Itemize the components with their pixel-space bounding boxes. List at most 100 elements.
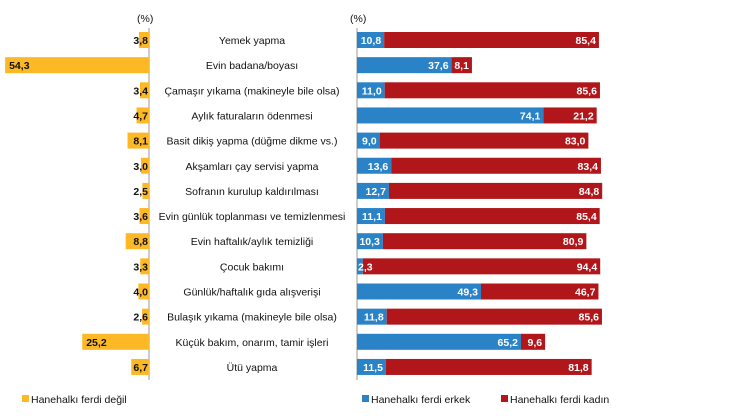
legend-swatch-female xyxy=(501,395,508,402)
value-label-male: 11,0 xyxy=(362,85,382,97)
legend-swatch-not-member xyxy=(22,395,29,402)
bar-female xyxy=(388,182,603,199)
value-label-female: 80,9 xyxy=(563,236,584,248)
value-label-not-member: 2,5 xyxy=(133,186,148,198)
value-label-not-member: 54,3 xyxy=(9,60,30,72)
value-label-female: 83,4 xyxy=(578,161,599,173)
value-label-male: 2,3 xyxy=(358,261,373,273)
bar-female xyxy=(362,258,601,275)
category-label: Bulaşık yıkama (makineyle bile olsa) xyxy=(167,312,337,324)
value-label-female: 83,0 xyxy=(565,136,586,148)
bar-male xyxy=(357,258,363,275)
bar-not-member xyxy=(131,358,149,375)
value-label-not-member: 3,6 xyxy=(133,211,148,223)
category-label: Çocuk bakımı xyxy=(220,261,284,273)
value-label-male: 12,7 xyxy=(366,186,387,198)
value-label-female: 85,4 xyxy=(576,211,597,223)
bar-female xyxy=(386,308,602,325)
bar-female xyxy=(385,358,592,375)
bar-male xyxy=(357,308,387,325)
bar-male xyxy=(357,182,389,199)
bar-female xyxy=(379,132,589,149)
value-label-male: 74,1 xyxy=(520,110,541,122)
bar-female xyxy=(382,233,587,250)
bar-not-member xyxy=(138,283,149,300)
value-label-male: 11,8 xyxy=(364,312,384,324)
bar-not-member xyxy=(125,233,149,250)
bar-female xyxy=(520,333,546,350)
bar-female xyxy=(391,157,601,174)
bar-female xyxy=(480,283,599,300)
right-unit-label: (%) xyxy=(350,13,366,25)
value-label-male: 13,6 xyxy=(368,161,389,173)
category-label: Küçük bakım, onarım, tamir işleri xyxy=(176,337,329,349)
category-label: Aylık faturaların ödenmesi xyxy=(191,110,312,122)
category-label: Günlük/haftalık gıda alışverişi xyxy=(183,287,320,299)
category-label: Basit dikiş yapma (düğme dikme vs.) xyxy=(167,136,338,148)
category-label: Akşamları çay servisi yapma xyxy=(185,161,318,173)
category-label: Sofranın kurulup kaldırılması xyxy=(185,186,319,198)
value-label-male: 9,0 xyxy=(362,136,377,148)
value-label-not-member: 2,6 xyxy=(133,312,148,324)
bar-male xyxy=(357,333,521,350)
bar-female xyxy=(384,208,600,225)
value-label-male: 11,5 xyxy=(363,362,383,374)
value-label-male: 65,2 xyxy=(498,337,519,349)
category-label: Ütü yapma xyxy=(227,362,278,374)
value-label-female: 81,8 xyxy=(568,362,589,374)
value-label-not-member: 8,8 xyxy=(133,236,148,248)
bar-male xyxy=(357,107,544,124)
bar-male xyxy=(357,358,386,375)
bar-male xyxy=(357,208,385,225)
category-label: Evin badana/boyası xyxy=(206,60,298,72)
bar-not-member xyxy=(139,208,149,225)
value-label-female: 46,7 xyxy=(575,287,596,299)
bar-male xyxy=(357,157,392,174)
left-unit-label: (%) xyxy=(137,13,153,25)
value-label-not-member: 3,0 xyxy=(133,161,148,173)
bar-not-member xyxy=(127,132,149,149)
category-label: Evin günlük toplanması ve temizlenmesi xyxy=(159,211,346,223)
value-label-male: 37,6 xyxy=(428,60,449,72)
legend-label-not-member: Hanehalkı ferdi değil xyxy=(31,394,127,406)
value-label-not-member: 6,7 xyxy=(133,362,148,374)
value-label-not-member: 8,1 xyxy=(133,136,148,148)
bar-not-member xyxy=(140,258,149,275)
value-label-male: 49,3 xyxy=(458,287,479,299)
value-label-not-member: 4,7 xyxy=(133,110,148,122)
bar-male xyxy=(357,233,383,250)
category-label: Çamaşır yıkama (makineyle bile olsa) xyxy=(164,85,339,97)
value-label-not-member: 4,0 xyxy=(133,287,148,299)
legend-label-female: Hanehalkı ferdi kadın xyxy=(510,394,609,406)
bar-not-member xyxy=(142,182,149,199)
value-label-female: 9,6 xyxy=(528,337,543,349)
value-label-not-member: 3,3 xyxy=(133,261,148,273)
bar-male xyxy=(357,57,452,74)
bar-not-member xyxy=(139,82,149,99)
value-label-not-member: 3,4 xyxy=(133,85,148,97)
value-label-female: 85,6 xyxy=(579,312,600,324)
legend-label-male: Hanehalkı ferdi erkek xyxy=(371,394,471,406)
bar-female xyxy=(451,57,472,74)
bar-not-member xyxy=(142,308,149,325)
bar-not-member xyxy=(5,57,150,74)
bar-female xyxy=(543,107,597,124)
value-label-female: 84,8 xyxy=(579,186,600,198)
bar-male xyxy=(357,82,385,99)
value-label-male: 10,3 xyxy=(359,236,380,248)
category-label: Evin haftalık/aylık temizliği xyxy=(191,236,314,248)
value-label-female: 8,1 xyxy=(454,60,469,72)
bar-not-member xyxy=(82,333,149,350)
bar-female xyxy=(384,32,599,48)
bar-female xyxy=(384,82,600,99)
bar-not-member xyxy=(136,107,149,124)
value-label-female: 94,4 xyxy=(577,261,598,273)
value-label-not-member: 25,2 xyxy=(86,337,107,349)
legend-swatch-male xyxy=(362,395,369,402)
value-label-not-member: 3,8 xyxy=(133,35,148,47)
bar-not-member xyxy=(138,32,149,48)
value-label-female: 85,6 xyxy=(577,85,598,97)
bar-male xyxy=(357,132,380,149)
bar-male xyxy=(357,32,385,48)
